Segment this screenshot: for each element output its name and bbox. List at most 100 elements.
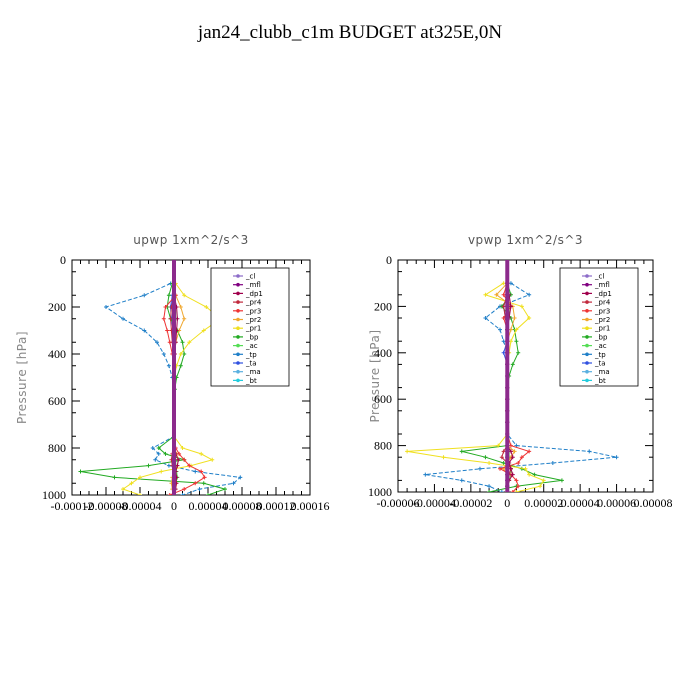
series-point-pr1: [405, 449, 410, 454]
legend-marker: [585, 309, 589, 313]
legend-entry: _mfl: [594, 281, 610, 289]
legend-marker: [585, 378, 589, 383]
series-point-bp: [180, 340, 185, 345]
series-point-pr3: [163, 305, 168, 309]
series-point-pr1: [441, 455, 446, 460]
series-point-pr3: [187, 463, 192, 468]
y-axis-label: Pressure [hPa]: [15, 331, 29, 424]
legend-entry: _pr3: [594, 307, 610, 315]
series-point-bp: [201, 481, 206, 486]
y-tick-label: 800: [48, 441, 66, 455]
x-tick-label: 0: [171, 499, 177, 513]
legend-marker: [236, 317, 240, 322]
series-point-tp: [231, 481, 236, 486]
legend-marker: [585, 300, 589, 304]
series-point-tp: [121, 316, 125, 321]
series-point-pr1: [138, 475, 142, 480]
x-tick-label: 0.00016: [291, 499, 330, 513]
legend-entry: _pr3: [245, 307, 261, 315]
series-point-pr2: [512, 316, 517, 320]
series-point-bp: [163, 451, 168, 456]
series-point-bp: [178, 363, 183, 368]
series-point-tp: [193, 469, 198, 474]
series-group: [78, 260, 243, 495]
legend-marker: [585, 326, 589, 331]
series-point-pr1: [519, 304, 524, 309]
series-point-pr1: [514, 490, 519, 492]
series-point-tp: [197, 487, 202, 492]
series-point-tp: [487, 484, 492, 489]
legend-marker: [585, 317, 589, 322]
x-tick-label: 0.00004: [189, 499, 228, 513]
series-point-pr2: [178, 305, 183, 309]
x-tick-label: 0: [504, 496, 510, 510]
series-point-pr1: [538, 484, 543, 489]
series-point-pr1: [210, 457, 215, 462]
y-tick-label: 200: [374, 299, 392, 313]
series-point-pr1: [199, 451, 204, 456]
series-point-tp: [180, 493, 185, 495]
series-point-bp: [532, 472, 537, 477]
series-point-bp: [223, 487, 227, 492]
series-point-tp: [142, 293, 147, 298]
series-point-pr1: [159, 469, 164, 474]
series-line-bp: [80, 283, 227, 495]
series-point-pr2: [512, 449, 517, 454]
legend-marker: [585, 361, 589, 365]
series-point-bp: [514, 339, 519, 344]
series-point-pr1: [514, 327, 519, 332]
series-point-tp: [423, 472, 428, 477]
series-point-pr3: [182, 487, 187, 492]
series-point-pr3: [177, 451, 182, 456]
legend-entry: _pr2: [594, 316, 610, 324]
series-point-pr2: [182, 316, 187, 321]
series-point-pr1: [121, 487, 125, 492]
legend-marker: [585, 291, 589, 296]
legend-marker: [585, 369, 589, 374]
series-point-pr2: [494, 292, 499, 297]
legend-marker: [585, 352, 589, 357]
legend-marker: [236, 361, 240, 365]
x-tick-label: -0.00002: [449, 496, 492, 510]
series-point-pr4: [501, 449, 506, 454]
series-point-bp: [483, 455, 488, 460]
legend-entry: _ma: [245, 368, 261, 376]
series-point-ta: [501, 350, 506, 355]
y-tick-label: 600: [374, 392, 392, 406]
series-point-tp: [459, 478, 464, 483]
series-point-tp: [104, 305, 108, 309]
series-point-tp: [150, 446, 155, 450]
series-point-dp1: [510, 472, 515, 477]
series-point-bp: [78, 469, 83, 474]
series-point-pr3: [508, 443, 513, 448]
legend-marker: [236, 291, 240, 296]
legend-entry: _ma: [594, 368, 610, 376]
legend-entry: _pr1: [245, 325, 261, 333]
x-tick-label: 0.00006: [597, 496, 636, 510]
series-point-tp: [501, 339, 506, 344]
series-point-tp: [238, 475, 243, 480]
series-point-tp: [142, 328, 147, 333]
legend-marker: [585, 282, 589, 287]
series-point-tp: [166, 363, 171, 368]
series-point-pr1: [204, 305, 209, 309]
legend: _cl_mfl_dp1_pr4_pr3_pr2_pr1_bp_ac_tp_ta_…: [559, 267, 639, 387]
series-point-pr1: [483, 292, 488, 297]
legend-entry: _tp: [245, 351, 257, 359]
series-point-pr3: [527, 449, 532, 454]
series-point-tp: [477, 466, 482, 471]
series-point-pr2: [508, 327, 513, 332]
series-point-bp: [146, 463, 151, 468]
series-point-pr4: [499, 455, 504, 460]
series-point-pr1: [138, 493, 142, 495]
legend-marker: [236, 282, 240, 287]
series-point-pr1: [508, 339, 513, 344]
legend-marker: [236, 369, 240, 374]
series-point-pr3: [167, 493, 172, 495]
y-tick-label: 200: [48, 300, 66, 314]
series-point-pr3: [514, 478, 519, 483]
legend-entry: _bp: [594, 333, 608, 341]
y-tick-label: 800: [374, 439, 392, 453]
series-point-tp: [166, 463, 171, 468]
